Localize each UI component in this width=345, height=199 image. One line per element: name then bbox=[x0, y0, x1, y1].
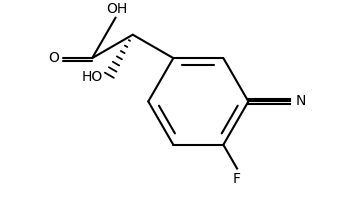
Text: HO: HO bbox=[82, 70, 103, 84]
Text: OH: OH bbox=[107, 2, 128, 16]
Text: N: N bbox=[296, 95, 306, 108]
Text: O: O bbox=[49, 51, 60, 65]
Text: F: F bbox=[233, 172, 241, 186]
